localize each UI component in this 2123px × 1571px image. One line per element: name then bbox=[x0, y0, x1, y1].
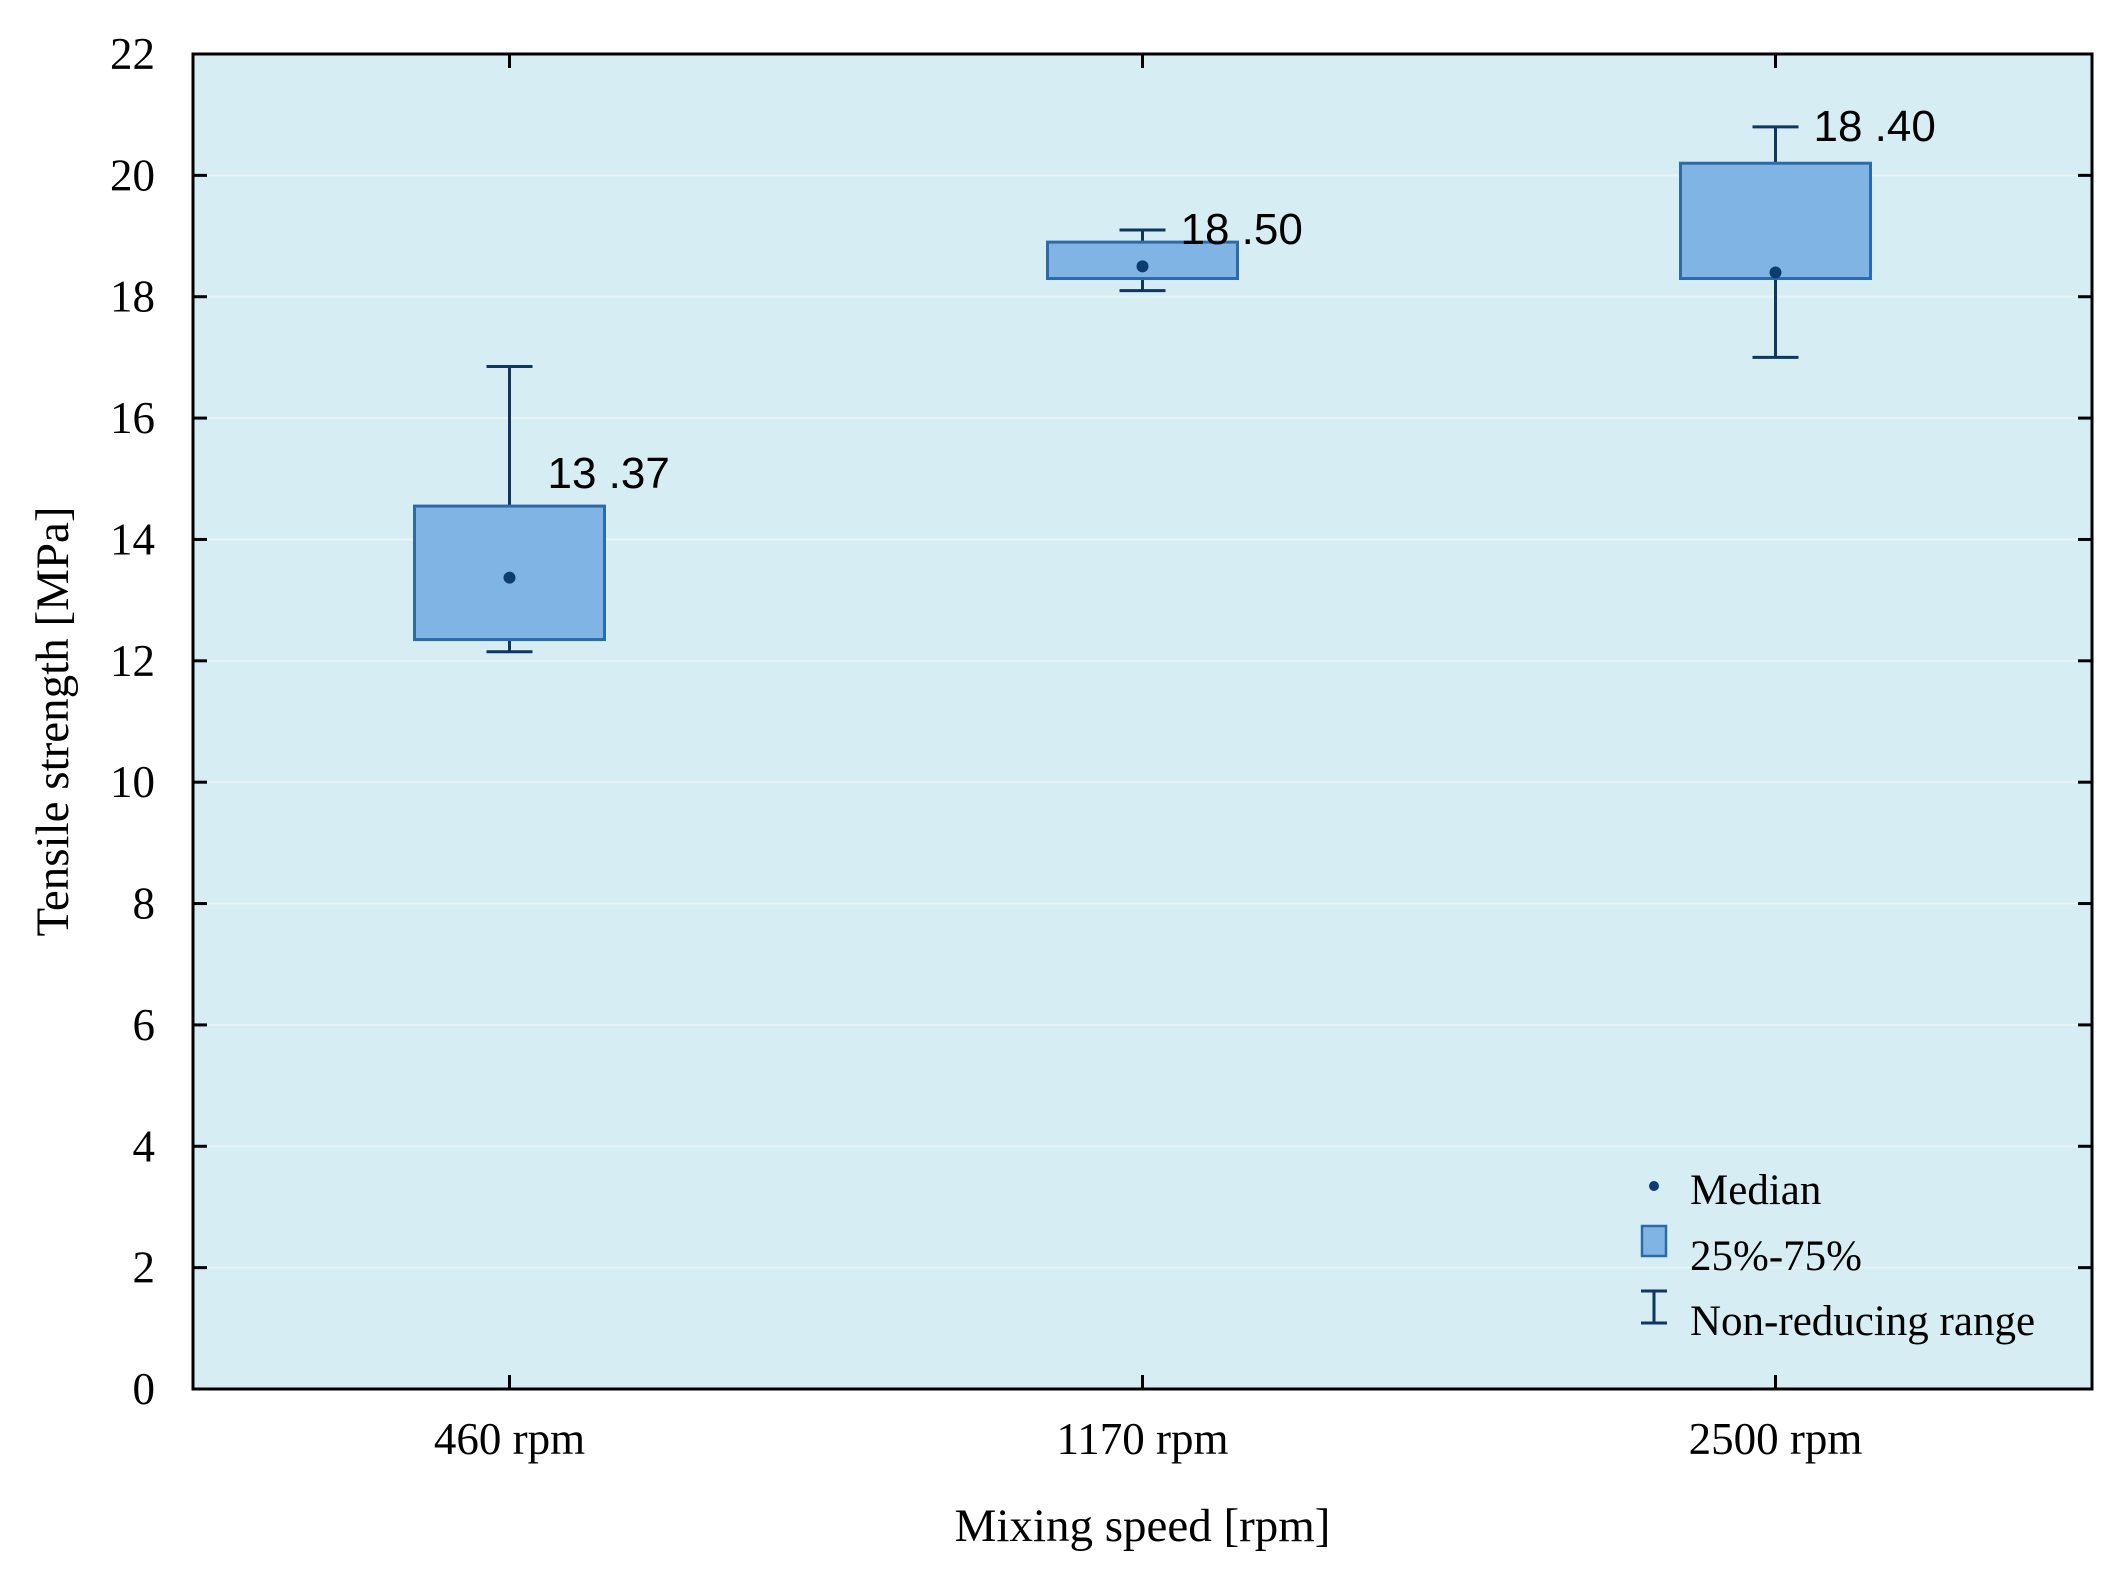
x-axis-title: Mixing speed [rpm] bbox=[955, 1500, 1331, 1552]
median-point bbox=[503, 571, 516, 584]
y-tick-label: 2 bbox=[133, 1243, 156, 1293]
legend-box-symbol bbox=[1640, 1224, 1668, 1258]
legend-label: Median bbox=[1690, 1167, 1821, 1214]
median-point bbox=[1136, 260, 1149, 273]
median-value-label: 13 .37 bbox=[548, 449, 670, 498]
y-tick-label: 16 bbox=[110, 393, 155, 443]
y-tick-label: 0 bbox=[133, 1364, 156, 1414]
legend-median-symbol bbox=[1649, 1181, 1659, 1191]
legend: Median 25%-75% Non-reducing range bbox=[1640, 1167, 2035, 1345]
box-group-2: 18 .50 bbox=[1046, 205, 1303, 293]
legend-label: Non-reducing range bbox=[1690, 1298, 2035, 1345]
y-tick-label: 10 bbox=[110, 757, 155, 807]
median-value-label: 18 .50 bbox=[1181, 205, 1303, 254]
y-axis-title: Tensile strength [MPa] bbox=[27, 506, 79, 936]
y-tick-label: 18 bbox=[110, 272, 155, 322]
y-tick-label: 6 bbox=[133, 1000, 156, 1050]
box-series: 13 .37 18 .50 18 .40 bbox=[413, 102, 1936, 654]
median-value-label: 18 .40 bbox=[1814, 102, 1936, 151]
box-group-3: 18 .40 bbox=[1679, 102, 1936, 359]
y-tick-label: 14 bbox=[110, 514, 155, 564]
x-tick-label: 460 rpm bbox=[434, 1414, 585, 1464]
y-tick-label: 22 bbox=[110, 29, 155, 79]
x-tick-label: 2500 rpm bbox=[1689, 1414, 1863, 1464]
median-point bbox=[1769, 266, 1782, 279]
y-tick-label: 4 bbox=[133, 1121, 156, 1171]
y-tick-label: 20 bbox=[110, 150, 155, 200]
iqr-box bbox=[1679, 161, 1872, 281]
iqr-box bbox=[1046, 240, 1239, 281]
x-tick-label: 1170 rpm bbox=[1056, 1414, 1228, 1464]
y-tick-label: 8 bbox=[133, 879, 156, 929]
legend-label: 25%-75% bbox=[1690, 1233, 1862, 1280]
axes: 0 2 4 6 8 10 12 14 16 18 20 22 460 rpm 1170 rpm 2500 r… bbox=[110, 29, 2092, 1464]
box-group-1: 13 .37 bbox=[413, 365, 670, 654]
y-tick-label: 12 bbox=[110, 636, 155, 686]
